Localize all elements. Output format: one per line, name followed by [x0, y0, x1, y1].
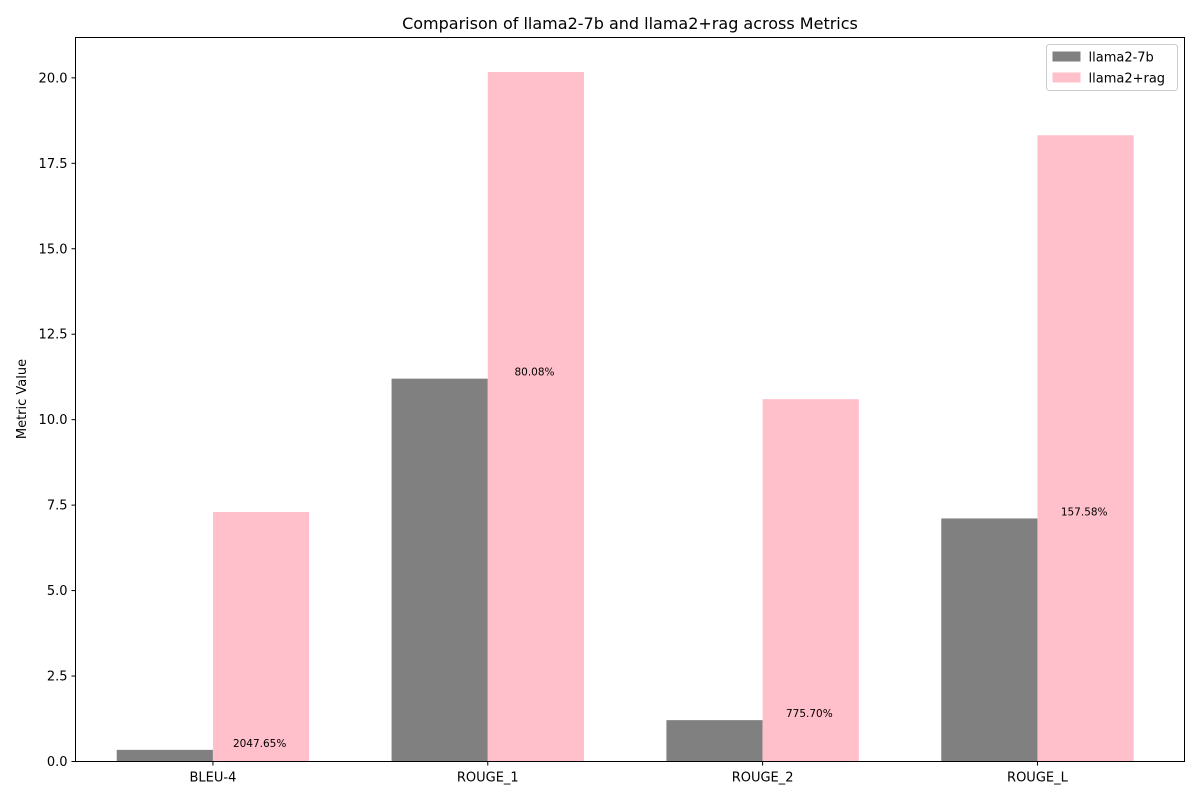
legend: llama2-7b llama2+rag	[1046, 44, 1178, 91]
y-tick-label: 0.0	[47, 755, 68, 770]
x-tick-label: ROUGE_L	[1007, 771, 1069, 786]
annotation-label: 775.70%	[786, 708, 833, 720]
bar-llama2-rag-rouge-l	[1037, 135, 1134, 762]
x-axis: BLEU-4 ROUGE_1 ROUGE_2 ROUGE_L	[189, 761, 1069, 786]
annotation-label: 80.08%	[514, 367, 554, 379]
y-tick-label: 17.5	[39, 157, 68, 172]
y-tick-label: 12.5	[39, 328, 68, 343]
bar-llama2-7b-rouge-l	[941, 518, 1038, 762]
x-tick-label: ROUGE_1	[457, 771, 519, 786]
legend-label: llama2+rag	[1089, 72, 1166, 87]
x-tick-label: ROUGE_2	[732, 771, 794, 786]
legend-swatch	[1052, 72, 1081, 83]
annotation-label: 2047.65%	[233, 738, 286, 750]
bar-llama2-7b-rouge-2	[666, 720, 763, 762]
y-tick-label: 5.0	[47, 584, 68, 599]
bar-llama2-7b-bleu-4	[116, 749, 213, 762]
chart-title: Comparison of llama2-7b and llama2+rag a…	[402, 14, 858, 33]
annotation-label: 157.58%	[1061, 506, 1108, 518]
y-tick-label: 10.0	[39, 413, 68, 428]
y-axis-label: Metric Value	[15, 359, 30, 439]
legend-swatch	[1052, 51, 1081, 62]
bar-llama2-rag-bleu-4	[212, 511, 310, 762]
y-tick-label: 15.0	[39, 242, 68, 257]
bar-llama2-rag-rouge-1	[487, 72, 584, 762]
bars-group	[116, 72, 1134, 762]
y-tick-label: 20.0	[39, 71, 68, 86]
annotations-group: 2047.65% 80.08% 775.70% 157.58%	[233, 367, 1108, 750]
y-tick-label: 2.5	[47, 670, 68, 685]
y-tick-label: 7.5	[47, 499, 68, 514]
bar-llama2-7b-rouge-1	[391, 378, 488, 762]
plot-frame	[75, 37, 1185, 762]
y-axis: 0.0 2.5 5.0 7.5 10.0 12.5 15.0 17.5 20.0	[39, 71, 76, 770]
x-tick-label: BLEU-4	[189, 771, 236, 786]
legend-label: llama2-7b	[1089, 51, 1154, 66]
bar-llama2-rag-rouge-2	[762, 399, 859, 762]
